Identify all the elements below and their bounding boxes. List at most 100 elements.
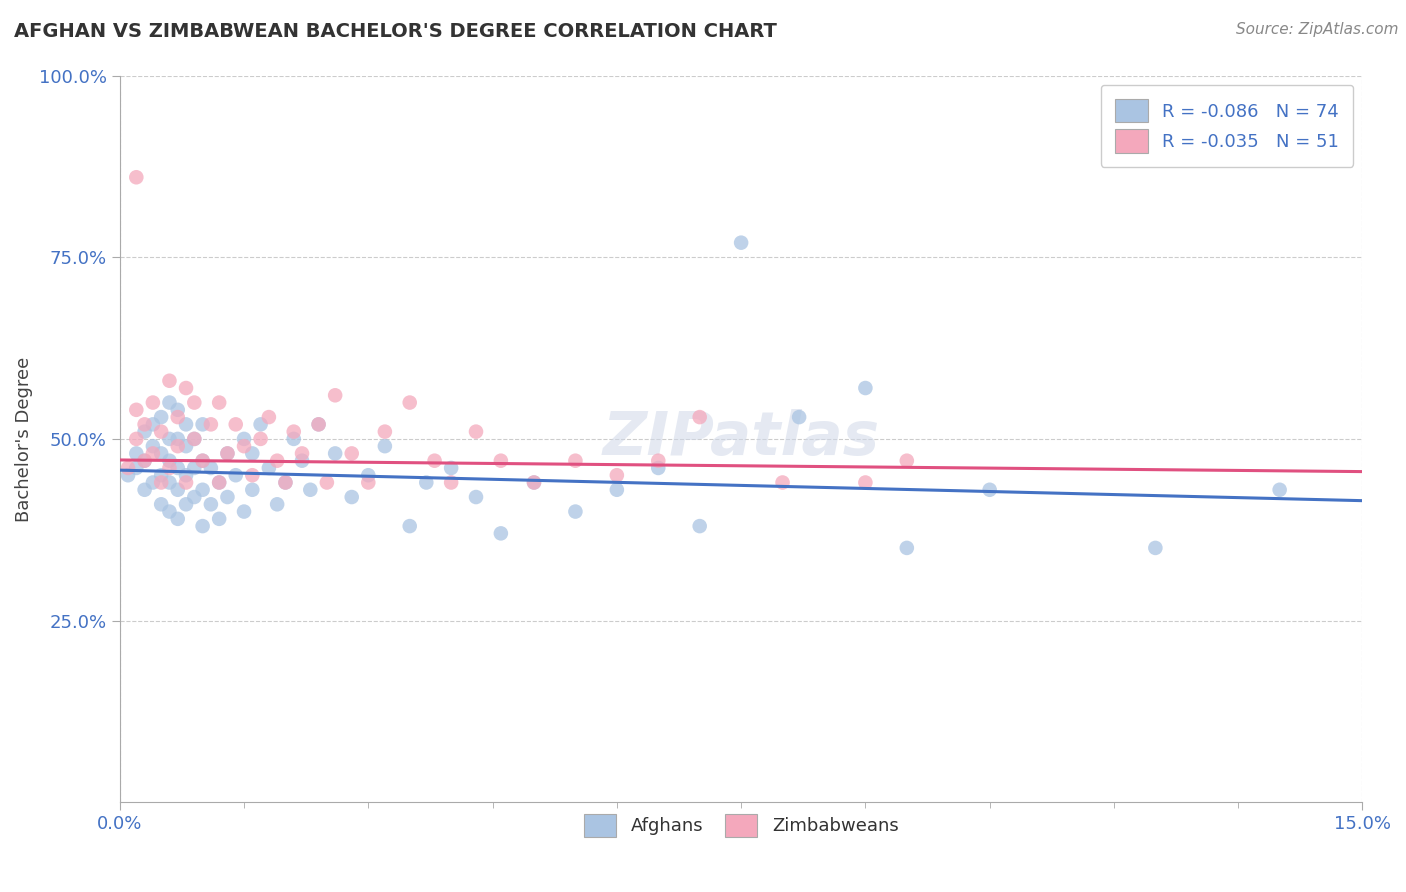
Point [240,468,263,483]
Point [117,461,139,475]
Point [308,417,330,432]
Point [191,453,214,467]
Point [159,453,181,467]
Text: Source: ZipAtlas.com: Source: ZipAtlas.com [1236,22,1399,37]
Point [489,453,512,467]
Point [340,446,363,460]
Point [398,395,420,409]
Point [489,526,512,541]
Point [142,446,165,460]
Point [315,475,337,490]
Point [647,453,669,467]
Point [374,425,396,439]
Text: ZIPatlas: ZIPatlas [603,409,880,468]
Point [855,475,877,490]
Point [166,439,188,453]
Point [117,468,139,483]
Point [689,410,711,425]
Point [523,475,546,490]
Point [142,475,165,490]
Point [323,446,346,460]
Point [274,475,297,490]
Point [772,475,794,490]
Point [159,374,181,388]
Point [174,381,197,395]
Point [523,475,546,490]
Point [134,483,156,497]
Point [150,410,173,425]
Point [440,475,463,490]
Y-axis label: Bachelor's Degree: Bachelor's Degree [15,356,32,522]
Point [125,402,148,417]
Point [606,468,628,483]
Point [134,453,156,467]
Point [299,483,322,497]
Point [166,432,188,446]
Point [183,461,205,475]
Point [323,388,346,402]
Point [249,417,271,432]
Point [233,505,256,519]
Point [283,432,305,446]
Point [166,402,188,417]
Point [730,235,752,250]
Point [134,425,156,439]
Point [200,497,222,511]
Point [1268,483,1291,497]
Point [291,453,314,467]
Point [142,417,165,432]
Point [357,475,380,490]
Point [125,461,148,475]
Point [159,461,181,475]
Point [647,461,669,475]
Point [465,490,488,504]
Point [200,417,222,432]
Point [398,519,420,533]
Point [896,541,918,555]
Point [134,417,156,432]
Point [266,453,288,467]
Point [423,453,446,467]
Point [240,483,263,497]
Point [166,461,188,475]
Point [1144,541,1167,555]
Point [159,395,181,409]
Point [150,468,173,483]
Point [208,475,231,490]
Point [374,439,396,453]
Legend: Afghans, Zimbabweans: Afghans, Zimbabweans [576,806,905,844]
Point [564,505,586,519]
Point [249,432,271,446]
Point [689,519,711,533]
Point [125,446,148,460]
Point [606,483,628,497]
Point [465,425,488,439]
Point [291,446,314,460]
Point [150,446,173,460]
Point [208,475,231,490]
Point [257,461,280,475]
Point [183,490,205,504]
Point [274,475,297,490]
Point [174,417,197,432]
Point [191,417,214,432]
Point [191,453,214,467]
Text: AFGHAN VS ZIMBABWEAN BACHELOR'S DEGREE CORRELATION CHART: AFGHAN VS ZIMBABWEAN BACHELOR'S DEGREE C… [14,22,778,41]
Point [159,505,181,519]
Point [979,483,1001,497]
Point [142,395,165,409]
Point [266,497,288,511]
Point [283,425,305,439]
Point [125,432,148,446]
Point [357,468,380,483]
Point [159,432,181,446]
Point [134,453,156,467]
Point [217,446,239,460]
Point [191,483,214,497]
Point [191,519,214,533]
Point [415,475,437,490]
Point [217,490,239,504]
Point [787,410,810,425]
Point [208,512,231,526]
Point [166,483,188,497]
